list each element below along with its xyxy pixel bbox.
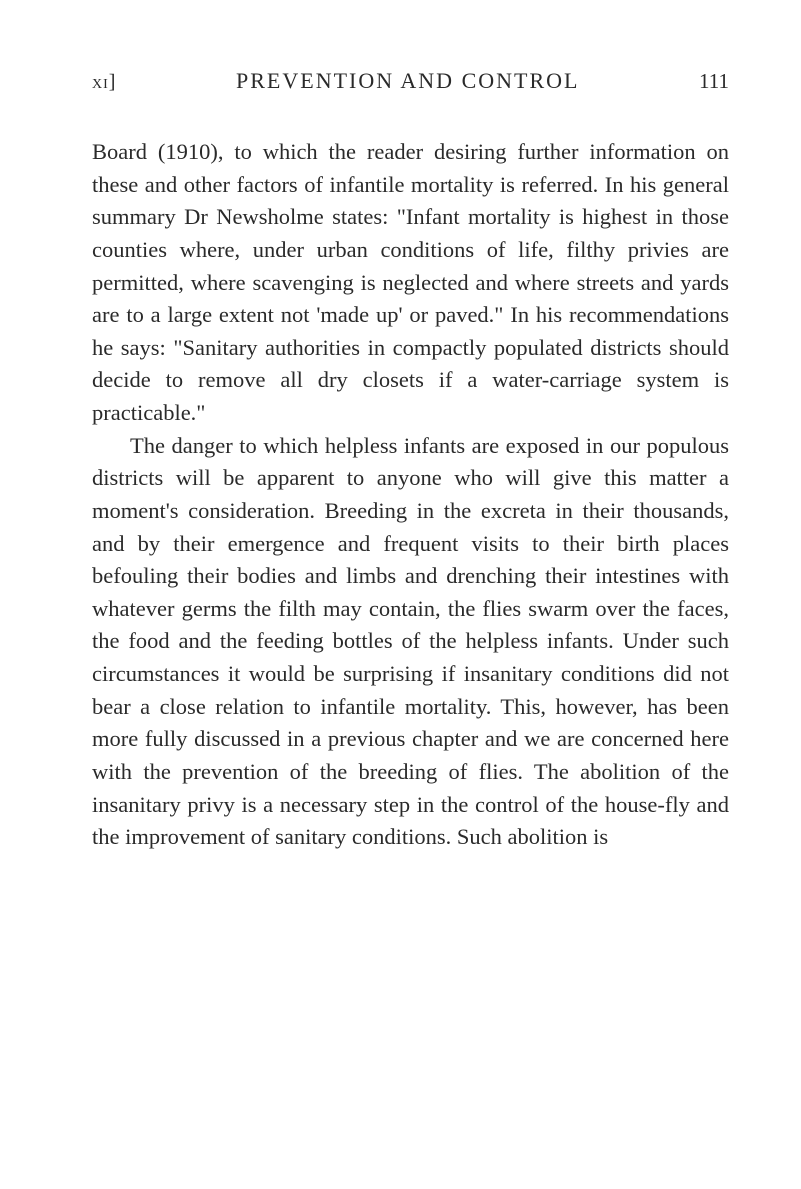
page-header: xi] PREVENTION AND CONTROL 111 [92, 68, 729, 94]
page-number: 111 [699, 69, 729, 94]
paragraph: Board (1910), to which the reader desiri… [92, 136, 729, 430]
paragraph: The danger to which helpless infants are… [92, 430, 729, 854]
body-text: Board (1910), to which the reader desiri… [92, 136, 729, 854]
page-title: PREVENTION AND CONTROL [236, 68, 579, 94]
chapter-marker: xi] [92, 71, 116, 94]
